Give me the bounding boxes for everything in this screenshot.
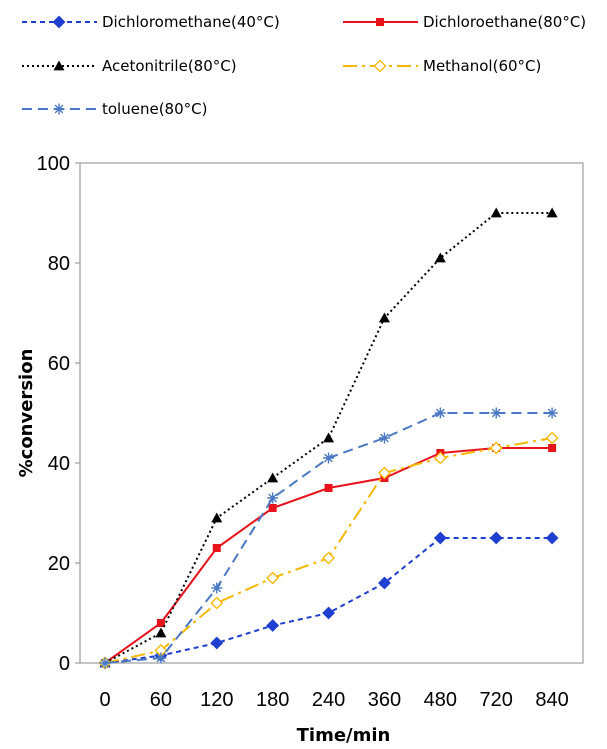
data-point	[211, 582, 223, 594]
x-axis-title: Time/min	[297, 725, 391, 746]
data-point	[267, 492, 279, 504]
x-tick-label: 60	[150, 689, 172, 711]
data-point	[268, 504, 277, 512]
series-line	[104, 212, 553, 664]
legend-label: Methanol(60°C)	[423, 57, 541, 75]
data-point	[433, 531, 447, 545]
data-point	[155, 627, 167, 638]
x-tick-label: 720	[480, 689, 513, 711]
data-point	[323, 432, 335, 443]
y-axis: 0 20 40 60 80 100	[37, 153, 80, 675]
legend-label: Acetonitrile(80°C)	[102, 57, 237, 75]
data-point	[267, 472, 279, 483]
legend: Dichloromethane(40°C) Dichloroethane(80°C…	[22, 13, 586, 118]
y-tick-label: 0	[59, 653, 70, 675]
data-point	[212, 544, 221, 552]
data-point	[548, 444, 557, 452]
data-point	[155, 652, 167, 664]
legend-marker	[52, 15, 66, 29]
data-point	[545, 531, 559, 545]
data-point	[434, 252, 446, 263]
data-point	[322, 606, 335, 620]
legend-item: Dichloromethane(40°C)	[22, 13, 280, 31]
plot-area	[79, 162, 584, 664]
data-point	[323, 452, 335, 464]
data-point	[210, 636, 224, 650]
data-point	[490, 207, 502, 218]
legend-label: Dichloroethane(80°C)	[423, 13, 586, 31]
legend-item: toluene(80°C)	[22, 100, 207, 118]
legend-marker	[53, 60, 65, 71]
x-tick-label: 120	[200, 689, 233, 711]
legend-marker	[373, 59, 387, 73]
data-point	[378, 576, 391, 590]
y-axis-title: %conversion	[16, 349, 37, 478]
legend-marker	[376, 18, 384, 26]
x-tick-label: 180	[256, 689, 289, 711]
x-tick-label: 840	[535, 689, 568, 711]
y-tick-label: 20	[48, 553, 70, 575]
data-point	[490, 407, 502, 419]
data-point	[489, 531, 503, 545]
x-axis: 0 60 120 180 240 360 480 720 840	[99, 689, 568, 711]
data-point	[324, 484, 333, 492]
data-point	[378, 432, 390, 444]
data-point	[378, 466, 391, 480]
y-tick-label: 80	[48, 253, 70, 275]
data-point	[378, 312, 390, 323]
series-4	[99, 407, 558, 669]
x-tick-label: 240	[312, 689, 345, 711]
series-layer	[98, 207, 559, 670]
y-tick-label: 60	[48, 353, 70, 375]
data-point	[210, 596, 224, 610]
legend-label: toluene(80°C)	[102, 100, 207, 118]
data-point	[266, 571, 280, 585]
data-point	[546, 407, 558, 419]
data-point	[489, 441, 503, 455]
x-tick-label: 480	[424, 689, 457, 711]
y-tick-label: 100	[37, 153, 70, 175]
y-tick-label: 40	[48, 453, 70, 475]
legend-item: Methanol(60°C)	[343, 57, 541, 75]
legend-item: Acetonitrile(80°C)	[22, 57, 237, 75]
data-point	[434, 407, 446, 419]
data-point	[433, 451, 447, 465]
x-tick-label: 0	[99, 689, 110, 711]
legend-item: Dichloroethane(80°C)	[343, 13, 586, 31]
data-point	[546, 207, 558, 218]
legend-marker	[53, 103, 65, 115]
data-point	[99, 657, 111, 669]
data-point	[211, 512, 223, 523]
data-point	[266, 619, 280, 632]
data-point	[156, 619, 165, 627]
data-point	[322, 551, 335, 565]
data-point	[545, 431, 559, 445]
legend-label: Dichloromethane(40°C)	[102, 13, 280, 31]
x-tick-label: 360	[368, 689, 401, 711]
